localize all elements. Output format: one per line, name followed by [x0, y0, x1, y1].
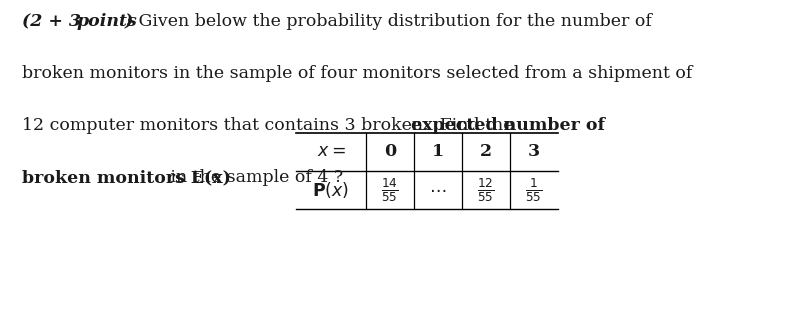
Text: in the sample of 4 ?: in the sample of 4 ?	[165, 169, 343, 186]
Text: $x =$: $x =$	[316, 143, 346, 160]
Text: 3: 3	[528, 143, 540, 160]
Text: $\frac{12}{55}$: $\frac{12}{55}$	[477, 176, 495, 204]
Text: 1: 1	[432, 143, 444, 160]
Text: 0: 0	[384, 143, 396, 160]
Text: $\frac{14}{55}$: $\frac{14}{55}$	[381, 176, 399, 204]
Text: $\frac{1}{55}$: $\frac{1}{55}$	[525, 176, 542, 204]
Text: broken monitors E(x): broken monitors E(x)	[22, 169, 231, 186]
Text: 12 computer monitors that contains 3 broken.  Find the: 12 computer monitors that contains 3 bro…	[22, 117, 519, 134]
Text: expected number of: expected number of	[412, 117, 605, 134]
Text: $\cdots$: $\cdots$	[429, 182, 446, 198]
Text: points: points	[77, 13, 138, 30]
Text: broken monitors in the sample of four monitors selected from a shipment of: broken monitors in the sample of four mo…	[22, 65, 692, 82]
Text: (2 + 3: (2 + 3	[22, 13, 87, 30]
Text: Given below the probability distribution for the number of: Given below the probability distribution…	[133, 13, 652, 30]
Text: 2: 2	[480, 143, 492, 160]
Text: ): )	[125, 13, 133, 30]
Text: $\mathbf{P}$$(x)$: $\mathbf{P}$$(x)$	[312, 180, 350, 200]
